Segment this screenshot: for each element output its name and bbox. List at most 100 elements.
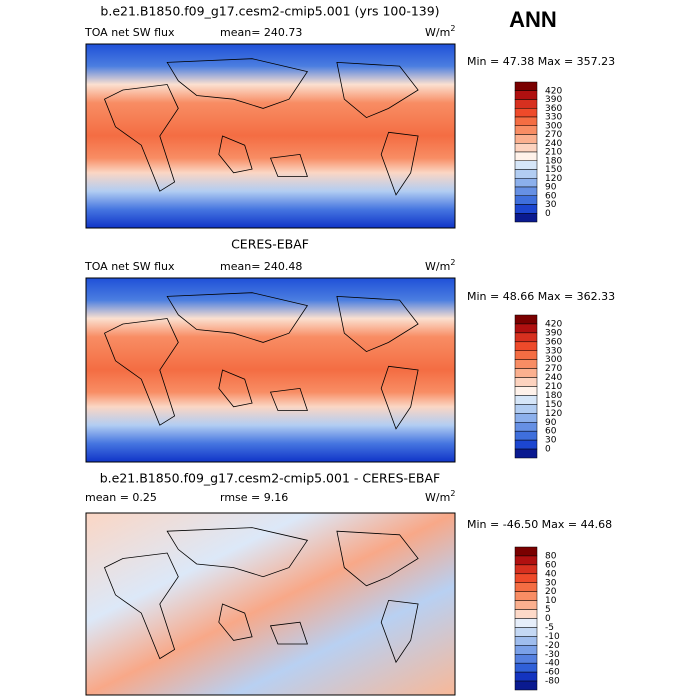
colorbar-box	[514, 609, 538, 619]
colorbar-box	[514, 395, 538, 405]
colorbar-label: -40	[545, 659, 560, 669]
coastline	[166, 292, 309, 343]
units-base: W/m	[425, 260, 450, 273]
colorbar-box	[514, 143, 538, 153]
colorbar-box	[514, 573, 538, 583]
colorbar-box	[514, 90, 538, 100]
colorbar-box	[514, 169, 538, 179]
colorbar-box	[514, 600, 538, 610]
colorbar-box	[514, 430, 538, 441]
colorbar-box	[514, 213, 538, 223]
coastline	[380, 365, 419, 430]
colorbar-label: 210	[545, 382, 562, 392]
coastline	[380, 131, 419, 196]
colorbar-box	[514, 341, 538, 351]
colorbar-label: 210	[545, 148, 562, 158]
colorbar-label: 360	[545, 104, 562, 114]
colorbar-box	[514, 386, 538, 396]
colorbar-box	[514, 377, 538, 387]
colorbar-label: 20	[545, 587, 557, 597]
coastline	[336, 530, 419, 587]
map-field	[85, 43, 456, 229]
coastline	[103, 318, 179, 426]
colorbar-label: 120	[545, 409, 562, 419]
colorbar-label: -80	[545, 677, 560, 687]
colorbar-label: -60	[545, 668, 560, 678]
colorbar-box	[514, 654, 538, 664]
colorbar-label: 150	[545, 165, 562, 175]
colorbar-box	[514, 195, 538, 205]
min-max: Min = -46.50 Max = 44.68	[467, 518, 612, 531]
colorbar-label: 270	[545, 364, 562, 374]
colorbar-box	[514, 134, 538, 144]
units-base: W/m	[425, 26, 450, 39]
colorbar-label: -5	[545, 623, 554, 633]
colorbar-box	[514, 448, 538, 459]
units-base: W/m	[425, 491, 450, 504]
colorbar-label: 60	[545, 427, 557, 437]
colorbar-label: 10	[545, 596, 557, 606]
colorbar-label: 0	[545, 445, 551, 455]
colorbar-box	[514, 160, 538, 170]
colorbar-label: 60	[545, 191, 557, 201]
season: ANN	[509, 7, 557, 32]
coastline	[269, 621, 308, 645]
colorbar-box	[514, 151, 538, 161]
colorbar-box	[514, 645, 538, 655]
coastline	[166, 58, 309, 109]
colorbar-box	[514, 564, 538, 575]
colorbar-box	[514, 81, 538, 91]
colorbar-box	[514, 422, 538, 432]
colorbar-label: 180	[545, 156, 562, 166]
colorbar-box	[514, 555, 538, 566]
colorbar-box	[514, 186, 538, 196]
colorbar-box	[514, 314, 538, 325]
colorbar-label: 240	[545, 139, 562, 149]
map-field	[85, 512, 456, 696]
colorbar-box	[514, 368, 538, 378]
colorbar-label: 240	[545, 373, 562, 383]
colorbar-label: 420	[545, 319, 562, 329]
coastline	[103, 552, 179, 660]
colorbar-label: 150	[545, 400, 562, 410]
units-exp: 2	[450, 489, 455, 498]
figure-title: b.e21.B1850.f09_g17.cesm2-cmip5.001 (yrs…	[100, 4, 439, 19]
center-label: rmse = 9.16	[220, 491, 288, 504]
colorbar-label: 30	[545, 436, 557, 446]
coastline	[218, 135, 253, 174]
colorbar-box	[514, 350, 538, 360]
units-exp: 2	[450, 24, 455, 33]
colorbar-label: -20	[545, 641, 560, 651]
colorbar-box	[514, 413, 538, 423]
coastline	[103, 84, 179, 192]
coastline	[269, 153, 308, 177]
colorbar-label: 0	[545, 209, 551, 219]
colorbar-box	[514, 582, 538, 592]
colorbar-label: 330	[545, 346, 562, 356]
colorbar-label: 90	[545, 418, 557, 428]
panel-title: b.e21.B1850.f09_g17.cesm2-cmip5.001 - CE…	[100, 471, 441, 486]
colorbar-box	[514, 662, 538, 673]
left-label: TOA net SW flux	[84, 260, 175, 273]
colorbar-label: 390	[545, 95, 562, 105]
min-max: Min = 47.38 Max = 357.23	[467, 55, 615, 68]
colorbar-box	[514, 591, 538, 601]
colorbar-box	[514, 439, 538, 450]
coastline	[166, 527, 309, 578]
colorbar-box	[514, 359, 538, 369]
colorbar-label: 420	[545, 86, 562, 96]
coastline	[336, 61, 419, 119]
colorbar-box	[514, 125, 538, 135]
colorbar-label: 330	[545, 113, 562, 123]
map-field	[85, 277, 456, 463]
colorbar-label: 270	[545, 130, 562, 140]
colorbar-label: -10	[545, 632, 560, 642]
colorbar-label: 0	[545, 614, 551, 624]
colorbar-box	[514, 116, 538, 126]
colorbar-label: 30	[545, 200, 557, 210]
coastline	[218, 369, 253, 408]
left-label: mean = 0.25	[85, 491, 157, 504]
colorbar-label: -30	[545, 650, 560, 660]
colorbar-box	[514, 332, 538, 343]
